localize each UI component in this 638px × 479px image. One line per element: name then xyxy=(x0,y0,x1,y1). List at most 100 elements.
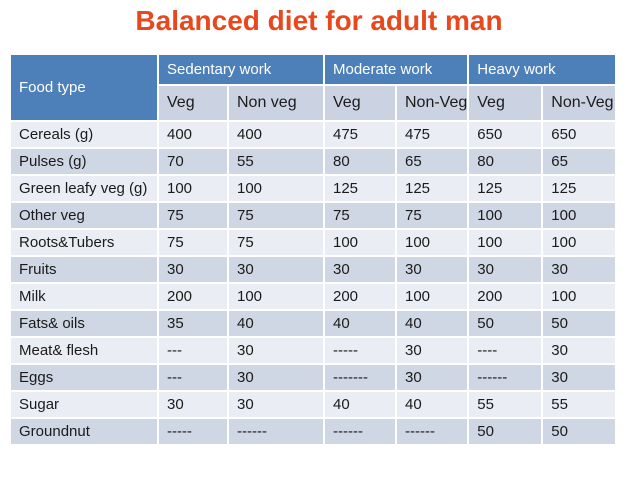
value-cell: 75 xyxy=(394,201,470,230)
table-row: Meat& flesh --- 30 ----- 30 ---- 30 xyxy=(9,336,618,365)
value-cell: ----- xyxy=(157,417,229,446)
table-row: Cereals (g) 400 400 475 475 650 650 xyxy=(9,120,618,149)
food-name-cell: Other veg xyxy=(9,201,159,230)
value-cell: 70 xyxy=(157,147,229,176)
food-name-cell: Meat& flesh xyxy=(9,336,159,365)
value-cell: --- xyxy=(157,336,229,365)
food-name-cell: Green leafy veg (g) xyxy=(9,174,159,203)
value-cell: 30 xyxy=(227,390,325,419)
value-cell: 40 xyxy=(227,309,325,338)
value-cell: 55 xyxy=(467,390,544,419)
value-cell: 100 xyxy=(541,282,618,311)
col-header-food-type: Food type xyxy=(9,53,159,122)
value-cell: 80 xyxy=(323,147,397,176)
value-cell: 100 xyxy=(394,228,470,257)
value-cell: 100 xyxy=(467,228,544,257)
value-cell: 400 xyxy=(227,120,325,149)
value-cell: 30 xyxy=(541,336,618,365)
value-cell: 100 xyxy=(394,282,470,311)
value-cell: ------ xyxy=(394,417,470,446)
table-row: Groundnut ----- ------ ------ ------ 50 … xyxy=(9,417,618,446)
value-cell: 100 xyxy=(227,282,325,311)
value-cell: 30 xyxy=(394,363,470,392)
subheader-heavy-nonveg: Non-Veg xyxy=(541,84,618,122)
value-cell: ------ xyxy=(323,417,397,446)
value-cell: 400 xyxy=(157,120,229,149)
table-row: Milk 200 100 200 100 200 100 xyxy=(9,282,618,311)
food-name-cell: Sugar xyxy=(9,390,159,419)
value-cell: 650 xyxy=(541,120,618,149)
diet-table: Food type Sedentary work Moderate work H… xyxy=(9,53,618,446)
value-cell: ---- xyxy=(467,336,544,365)
value-cell: 475 xyxy=(394,120,470,149)
value-cell: 475 xyxy=(323,120,397,149)
value-cell: 65 xyxy=(394,147,470,176)
table-row: Sugar 30 30 40 40 55 55 xyxy=(9,390,618,419)
subheader-sedentary-nonveg: Non veg xyxy=(227,84,325,122)
table-row: Other veg 75 75 75 75 100 100 xyxy=(9,201,618,230)
value-cell: 75 xyxy=(323,201,397,230)
slide-title: Balanced diet for adult man xyxy=(135,5,503,36)
value-cell: 30 xyxy=(157,390,229,419)
value-cell: 30 xyxy=(541,363,618,392)
food-name-cell: Roots&Tubers xyxy=(9,228,159,257)
value-cell: 50 xyxy=(467,309,544,338)
table-row: Pulses (g) 70 55 80 65 80 65 xyxy=(9,147,618,176)
subheader-sedentary-veg: Veg xyxy=(157,84,229,122)
value-cell: 75 xyxy=(227,201,325,230)
food-name-cell: Milk xyxy=(9,282,159,311)
value-cell: 40 xyxy=(323,309,397,338)
header-row: Food type Sedentary work Moderate work H… xyxy=(9,53,618,122)
value-cell: 30 xyxy=(157,255,229,284)
value-cell: 40 xyxy=(394,390,470,419)
value-cell: 55 xyxy=(541,390,618,419)
value-cell: ------- xyxy=(323,363,397,392)
value-cell: 30 xyxy=(227,336,325,365)
value-cell: 125 xyxy=(467,174,544,203)
value-cell: 200 xyxy=(323,282,397,311)
value-cell: 100 xyxy=(323,228,397,257)
table-row: Green leafy veg (g) 100 100 125 125 125 … xyxy=(9,174,618,203)
value-cell: 30 xyxy=(227,255,325,284)
value-cell: 125 xyxy=(541,174,618,203)
food-name-cell: Fats& oils xyxy=(9,309,159,338)
value-cell: 30 xyxy=(227,363,325,392)
col-header-sedentary-work: Sedentary work xyxy=(157,53,325,86)
value-cell: 100 xyxy=(467,201,544,230)
food-name-cell: Eggs xyxy=(9,363,159,392)
value-cell: 30 xyxy=(467,255,544,284)
food-name-cell: Cereals (g) xyxy=(9,120,159,149)
value-cell: 125 xyxy=(323,174,397,203)
food-name-cell: Fruits xyxy=(9,255,159,284)
value-cell: 30 xyxy=(394,255,470,284)
food-name-cell: Groundnut xyxy=(9,417,159,446)
subheader-moderate-veg: Veg xyxy=(323,84,397,122)
value-cell: 200 xyxy=(467,282,544,311)
value-cell: 50 xyxy=(541,309,618,338)
table-row: Roots&Tubers 75 75 100 100 100 100 xyxy=(9,228,618,257)
value-cell: ----- xyxy=(323,336,397,365)
value-cell: 200 xyxy=(157,282,229,311)
value-cell: 30 xyxy=(541,255,618,284)
value-cell: 650 xyxy=(467,120,544,149)
value-cell: 100 xyxy=(157,174,229,203)
col-header-moderate-work: Moderate work xyxy=(322,53,470,86)
table-row: Fats& oils 35 40 40 40 50 50 xyxy=(9,309,618,338)
value-cell: 50 xyxy=(467,417,544,446)
value-cell: ------ xyxy=(467,363,544,392)
value-cell: 35 xyxy=(157,309,229,338)
value-cell: ------ xyxy=(227,417,325,446)
value-cell: 30 xyxy=(394,336,470,365)
value-cell: 40 xyxy=(323,390,397,419)
value-cell: 75 xyxy=(157,201,229,230)
value-cell: 80 xyxy=(467,147,544,176)
value-cell: 50 xyxy=(541,417,618,446)
value-cell: 100 xyxy=(541,201,618,230)
value-cell: 65 xyxy=(541,147,618,176)
value-cell: --- xyxy=(157,363,229,392)
value-cell: 100 xyxy=(227,174,325,203)
value-cell: 75 xyxy=(157,228,229,257)
value-cell: 40 xyxy=(394,309,470,338)
value-cell: 55 xyxy=(227,147,325,176)
table-row: Fruits 30 30 30 30 30 30 xyxy=(9,255,618,284)
